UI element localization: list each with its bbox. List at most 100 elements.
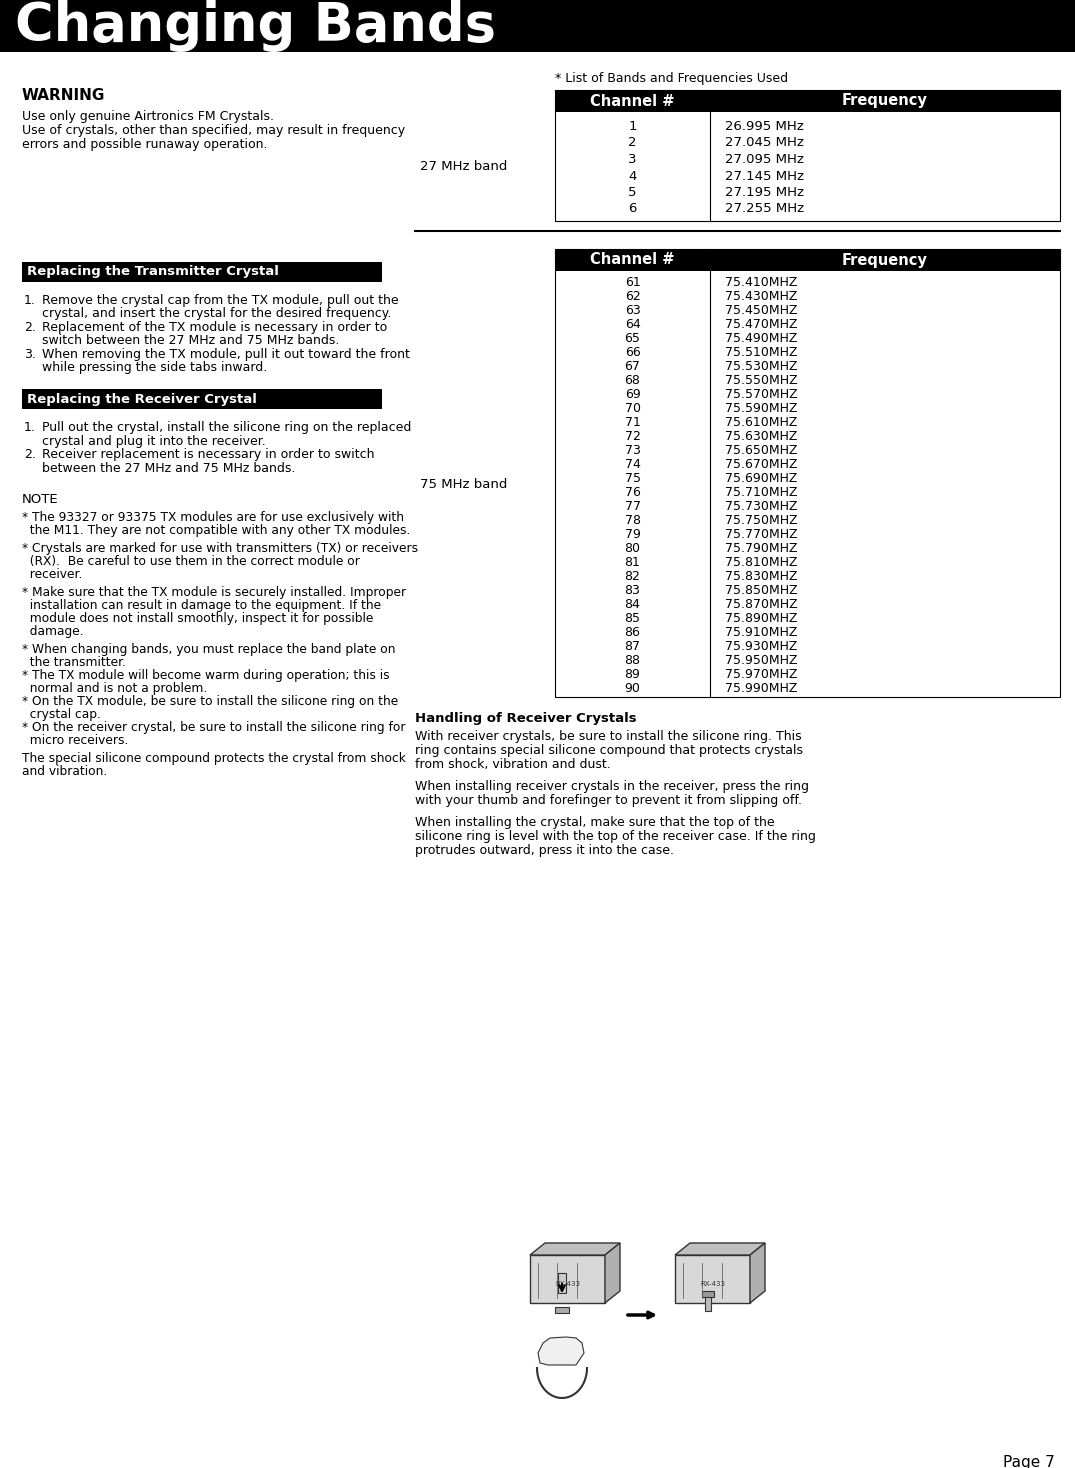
Text: 3.: 3.: [24, 348, 35, 361]
Text: Replacement of the TX module is necessary in order to: Replacement of the TX module is necessar…: [42, 321, 387, 335]
Text: 2: 2: [628, 137, 636, 150]
Text: 75.610MHZ: 75.610MHZ: [725, 415, 798, 429]
Text: silicone ring is level with the top of the receiver case. If the ring: silicone ring is level with the top of t…: [415, 829, 816, 843]
Text: 90: 90: [625, 683, 641, 694]
Text: 71: 71: [625, 415, 641, 429]
Text: 75.730MHZ: 75.730MHZ: [725, 501, 798, 512]
Text: crystal cap.: crystal cap.: [22, 708, 101, 721]
Text: Frequency: Frequency: [842, 94, 928, 109]
Text: 85: 85: [625, 612, 641, 625]
Text: 2.: 2.: [24, 321, 35, 335]
Text: the transmitter.: the transmitter.: [22, 656, 126, 669]
Text: 75.690MHZ: 75.690MHZ: [725, 473, 798, 484]
Text: the M11. They are not compatible with any other TX modules.: the M11. They are not compatible with an…: [22, 524, 411, 537]
Bar: [555, 250, 1060, 272]
Text: 75.990MHZ: 75.990MHZ: [725, 683, 798, 694]
Text: (RX).  Be careful to use them in the correct module or: (RX). Be careful to use them in the corr…: [22, 555, 360, 568]
Text: NOTE: NOTE: [22, 493, 59, 506]
Polygon shape: [675, 1243, 765, 1255]
Text: between the 27 MHz and 75 MHz bands.: between the 27 MHz and 75 MHz bands.: [42, 461, 296, 474]
Text: 75.470MHZ: 75.470MHZ: [725, 319, 798, 330]
Text: Use of crystals, other than specified, may result in frequency: Use of crystals, other than specified, m…: [22, 123, 405, 137]
Text: 67: 67: [625, 360, 641, 373]
Text: Replacing the Receiver Crystal: Replacing the Receiver Crystal: [27, 392, 257, 405]
Text: Pull out the crystal, install the silicone ring on the replaced: Pull out the crystal, install the silico…: [42, 421, 412, 435]
Text: 27.095 MHz: 27.095 MHz: [725, 153, 804, 166]
Text: 75.570MHZ: 75.570MHZ: [725, 388, 798, 401]
Bar: [555, 90, 1060, 222]
Text: 63: 63: [625, 304, 641, 317]
Text: 26.995 MHz: 26.995 MHz: [725, 120, 804, 134]
Bar: [555, 250, 1060, 697]
Text: 75.830MHZ: 75.830MHZ: [725, 570, 798, 583]
Text: 27.195 MHz: 27.195 MHz: [725, 186, 804, 200]
Text: micro receivers.: micro receivers.: [22, 734, 128, 747]
Text: Use only genuine Airtronics FM Crystals.: Use only genuine Airtronics FM Crystals.: [22, 110, 274, 123]
Text: 1: 1: [628, 120, 636, 134]
Text: switch between the 27 MHz and 75 MHz bands.: switch between the 27 MHz and 75 MHz ban…: [42, 335, 340, 348]
Bar: [705, 1293, 711, 1311]
Text: RX-433: RX-433: [700, 1282, 725, 1287]
Text: 64: 64: [625, 319, 641, 330]
Text: 75.650MHZ: 75.650MHZ: [725, 443, 798, 457]
Text: Channel #: Channel #: [590, 94, 675, 109]
Text: The special silicone compound protects the crystal from shock: The special silicone compound protects t…: [22, 752, 406, 765]
Text: Receiver replacement is necessary in order to switch: Receiver replacement is necessary in ord…: [42, 448, 374, 461]
Text: damage.: damage.: [22, 625, 84, 639]
Polygon shape: [530, 1243, 620, 1255]
Text: 82: 82: [625, 570, 641, 583]
Text: 75.670MHZ: 75.670MHZ: [725, 458, 798, 471]
Text: Channel #: Channel #: [590, 252, 675, 267]
Text: 62: 62: [625, 291, 641, 302]
Text: 2.: 2.: [24, 448, 35, 461]
Text: * The TX module will become warm during operation; this is: * The TX module will become warm during …: [22, 669, 389, 683]
Text: 75.630MHZ: 75.630MHZ: [725, 430, 798, 443]
Text: Handling of Receiver Crystals: Handling of Receiver Crystals: [415, 712, 636, 725]
Text: 88: 88: [625, 655, 641, 666]
Text: 68: 68: [625, 374, 641, 388]
Text: * On the TX module, be sure to install the silicone ring on the: * On the TX module, be sure to install t…: [22, 694, 398, 708]
Text: 75.770MHZ: 75.770MHZ: [725, 528, 798, 542]
Bar: [530, 1255, 605, 1304]
Text: 75.850MHZ: 75.850MHZ: [725, 584, 798, 597]
Text: 3: 3: [628, 153, 636, 166]
Text: * List of Bands and Frequencies Used: * List of Bands and Frequencies Used: [555, 72, 788, 85]
Text: 75.910MHZ: 75.910MHZ: [725, 625, 798, 639]
Text: 75.710MHZ: 75.710MHZ: [725, 486, 798, 499]
Text: When removing the TX module, pull it out toward the front: When removing the TX module, pull it out…: [42, 348, 410, 361]
Text: 66: 66: [625, 346, 641, 360]
Text: 75.510MHZ: 75.510MHZ: [725, 346, 798, 360]
Text: * Make sure that the TX module is securely installed. Improper: * Make sure that the TX module is secure…: [22, 586, 406, 599]
Text: 65: 65: [625, 332, 641, 345]
Text: 75.930MHZ: 75.930MHZ: [725, 640, 798, 653]
Text: 75.970MHZ: 75.970MHZ: [725, 668, 798, 681]
Text: With receiver crystals, be sure to install the silicone ring. This: With receiver crystals, be sure to insta…: [415, 730, 802, 743]
Text: receiver.: receiver.: [22, 568, 83, 581]
Text: 77: 77: [625, 501, 641, 512]
Text: module does not install smoothly, inspect it for possible: module does not install smoothly, inspec…: [22, 612, 373, 625]
Text: When installing receiver crystals in the receiver, press the ring: When installing receiver crystals in the…: [415, 780, 809, 793]
Text: from shock, vibration and dust.: from shock, vibration and dust.: [415, 757, 611, 771]
Text: 86: 86: [625, 625, 641, 639]
Text: 70: 70: [625, 402, 641, 415]
Text: 75.790MHZ: 75.790MHZ: [725, 542, 798, 555]
Text: 5: 5: [628, 186, 636, 200]
Text: 75 MHz band: 75 MHz band: [420, 477, 507, 490]
Text: 74: 74: [625, 458, 641, 471]
Text: 75.590MHZ: 75.590MHZ: [725, 402, 798, 415]
Text: * On the receiver crystal, be sure to install the silicone ring for: * On the receiver crystal, be sure to in…: [22, 721, 405, 734]
Text: 27 MHz band: 27 MHz band: [420, 160, 507, 173]
Bar: [675, 1255, 750, 1304]
Text: 27.045 MHz: 27.045 MHz: [725, 137, 804, 150]
Bar: [558, 1273, 567, 1293]
Text: 6: 6: [628, 203, 636, 216]
Text: 83: 83: [625, 584, 641, 597]
Text: 61: 61: [625, 276, 641, 289]
Text: 80: 80: [625, 542, 641, 555]
Bar: [22, 261, 382, 282]
Bar: [702, 1290, 714, 1298]
Text: Changing Bands: Changing Bands: [15, 0, 496, 51]
Text: 69: 69: [625, 388, 641, 401]
Text: * The 93327 or 93375 TX modules are for use exclusively with: * The 93327 or 93375 TX modules are for …: [22, 511, 404, 524]
Text: 75.490MHZ: 75.490MHZ: [725, 332, 798, 345]
